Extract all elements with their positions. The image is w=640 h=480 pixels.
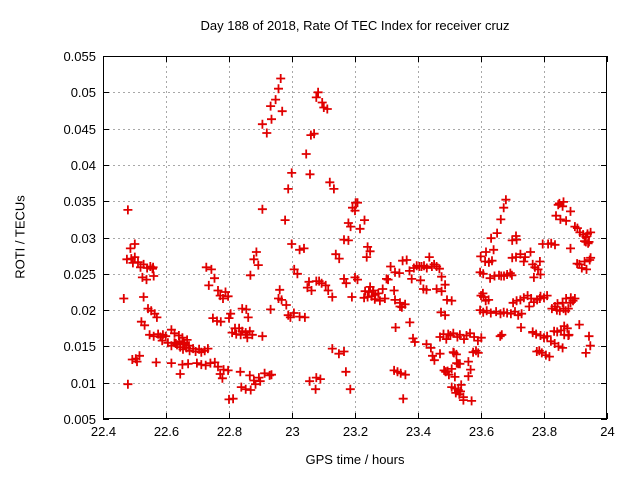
y-tick-label: 0.05 [71,85,96,100]
x-tick-label: 23.8 [532,424,557,439]
y-tick-label: 0.04 [71,158,96,173]
x-tick-label: 22.8 [217,424,242,439]
y-tick-label: 0.03 [71,231,96,246]
x-tick-label: 22.4 [91,424,116,439]
y-tick-label: 0.025 [63,267,96,282]
y-tick-label: 0.045 [63,122,96,137]
x-tick-label: 23.6 [469,424,494,439]
y-tick-label: 0.005 [63,412,96,427]
data-points [119,74,596,406]
y-tick-label: 0.01 [71,376,96,391]
x-axis-label: GPS time / hours [305,452,405,467]
chart-title: Day 188 of 2018, Rate Of TEC Index for r… [200,18,510,33]
x-tick-label: 24 [600,424,614,439]
y-tick-label: 0.035 [63,194,96,209]
y-tick-label: 0.02 [71,303,96,318]
x-tick-label: 23.2 [343,424,368,439]
x-tick-label: 22.6 [154,424,179,439]
y-axis-label: ROTI / TECUs [12,195,28,279]
y-tick-label: 0.055 [63,49,96,64]
plot-border [103,56,607,419]
x-tick-label: 23 [285,424,299,439]
y-tick-label: 0.015 [63,339,96,354]
x-tick-label: 23.4 [406,424,431,439]
